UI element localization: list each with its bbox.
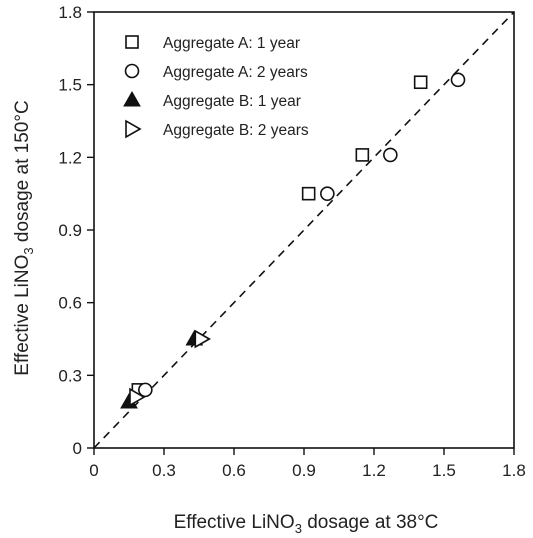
legend-marker xyxy=(123,90,141,107)
y-tick-label: 0.6 xyxy=(58,294,82,313)
y-axis-title: Effective LiNO3 dosage at 150°C xyxy=(12,100,36,375)
legend-label: Aggregate A: 2 years xyxy=(163,64,308,81)
y-tick-label: 0.3 xyxy=(58,366,82,385)
legend-item: Aggregate B: 1 year xyxy=(123,90,301,110)
data-point xyxy=(450,72,466,88)
data-point xyxy=(355,148,370,162)
data-point xyxy=(194,329,211,349)
x-tick-label: 1.8 xyxy=(502,461,526,480)
legend-item: Aggregate A: 2 years xyxy=(124,63,308,81)
data-point xyxy=(383,147,398,163)
x-tick-label: 1.5 xyxy=(432,461,456,480)
y-tick-label: 0 xyxy=(73,439,82,458)
x-tick-label: 1.2 xyxy=(362,461,386,480)
y-tick-label: 1.8 xyxy=(58,3,82,22)
x-tick-label: 0.3 xyxy=(152,461,176,480)
legend-marker xyxy=(125,119,142,139)
legend-marker xyxy=(125,35,139,49)
y-tick-label: 0.9 xyxy=(58,221,82,240)
legend-item: Aggregate B: 2 years xyxy=(125,119,309,139)
x-tick-label: 0.6 xyxy=(222,461,246,480)
x-axis-title: Effective LiNO3 dosage at 38°C xyxy=(174,512,439,536)
data-point xyxy=(138,382,153,398)
y-tick-label: 1.2 xyxy=(58,148,82,167)
data-point xyxy=(129,387,146,407)
axis-ticks: 0 0.3 0.6 0.9 1.2 1.5 1.8 0 0.3 0.6 0.9 1.2 1.5 1.8 xyxy=(58,3,525,480)
legend-marker xyxy=(124,63,140,79)
legend-label: Aggregate B: 1 year xyxy=(163,93,301,110)
data-point xyxy=(320,186,335,201)
reference-line xyxy=(93,11,515,449)
legend-item: Aggregate A: 1 year xyxy=(125,35,300,52)
reference-line-layer xyxy=(93,11,515,449)
y-tick-label: 1.5 xyxy=(58,76,82,95)
legend: Aggregate A: 1 year Aggregate A: 2 years A… xyxy=(123,35,309,139)
legend-label: Aggregate A: 1 year xyxy=(163,35,300,52)
x-tick-label: 0 xyxy=(89,461,98,480)
data-point xyxy=(301,186,316,201)
series-4 xyxy=(129,329,211,407)
series-2 xyxy=(138,72,466,398)
x-tick-label: 0.9 xyxy=(292,461,316,480)
legend-label: Aggregate B: 2 years xyxy=(163,122,309,139)
data-point xyxy=(413,75,428,90)
data-points xyxy=(120,72,466,409)
